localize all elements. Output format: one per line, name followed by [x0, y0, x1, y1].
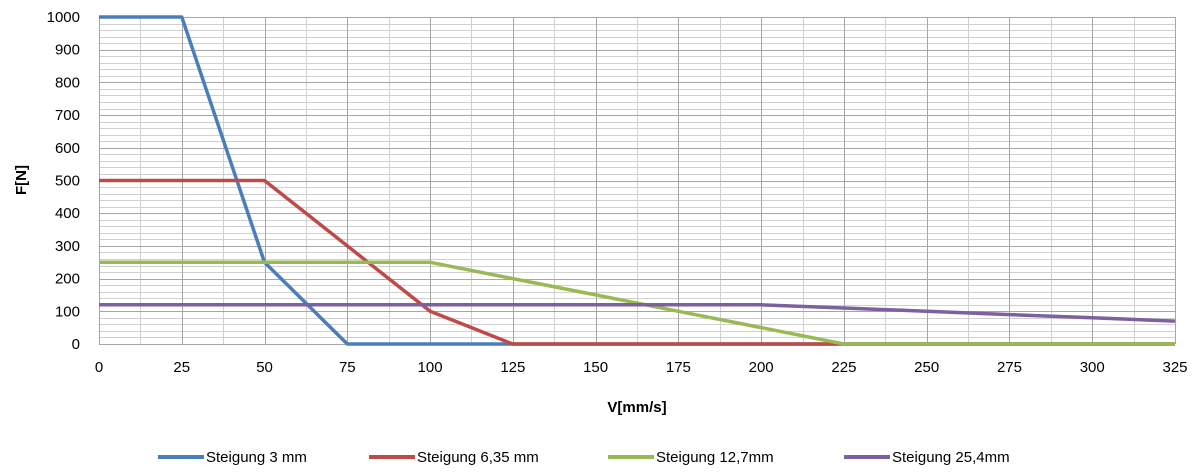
y-axis-tick-labels: 0 100 200 300 400 500 600 700 800 900 1000 [47, 9, 80, 353]
y-tick-label: 700 [55, 107, 80, 124]
x-tick-label: 225 [831, 359, 856, 376]
x-tick-label: 300 [1080, 359, 1105, 376]
legend-label-4: Steigung 25,4mm [892, 449, 1010, 466]
x-tick-label: 100 [418, 359, 443, 376]
y-tick-label: 200 [55, 271, 80, 288]
y-axis-title: F[N] [13, 165, 30, 195]
x-axis-title: V[mm/s] [607, 399, 666, 416]
x-tick-label: 250 [914, 359, 939, 376]
x-tick-label: 0 [95, 359, 103, 376]
major-gridlines [99, 17, 1176, 345]
legend-label-1: Steigung 3 mm [206, 449, 307, 466]
x-tick-label: 75 [339, 359, 356, 376]
series-line-4 [99, 303, 1176, 323]
y-tick-label: 400 [55, 205, 80, 222]
y-tick-label: 0 [72, 336, 80, 353]
x-tick-label: 275 [997, 359, 1022, 376]
x-tick-label: 50 [256, 359, 273, 376]
y-tick-label: 800 [55, 74, 80, 91]
y-tick-label: 600 [55, 140, 80, 157]
y-tick-label: 1000 [47, 9, 80, 26]
x-tick-label: 325 [1162, 359, 1187, 376]
y-tick-label: 900 [55, 42, 80, 59]
legend: Steigung 3 mm Steigung 6,35 mm Steigung 12… [158, 449, 1010, 466]
legend-label-3: Steigung 12,7mm [656, 449, 774, 466]
x-tick-label: 200 [749, 359, 774, 376]
x-tick-label: 150 [583, 359, 608, 376]
x-tick-label: 25 [173, 359, 190, 376]
y-tick-label: 500 [55, 173, 80, 190]
legend-label-2: Steigung 6,35 mm [417, 449, 539, 466]
x-tick-label: 125 [500, 359, 525, 376]
series-line-2 [99, 178, 1175, 346]
x-axis-tick-labels: 0 25 50 75 100 125 150 175 200 225 250 275 300 325 [95, 359, 1188, 376]
x-tick-label: 175 [666, 359, 691, 376]
y-tick-label: 300 [55, 238, 80, 255]
y-tick-label: 100 [55, 303, 80, 320]
series-lines [99, 15, 1176, 346]
